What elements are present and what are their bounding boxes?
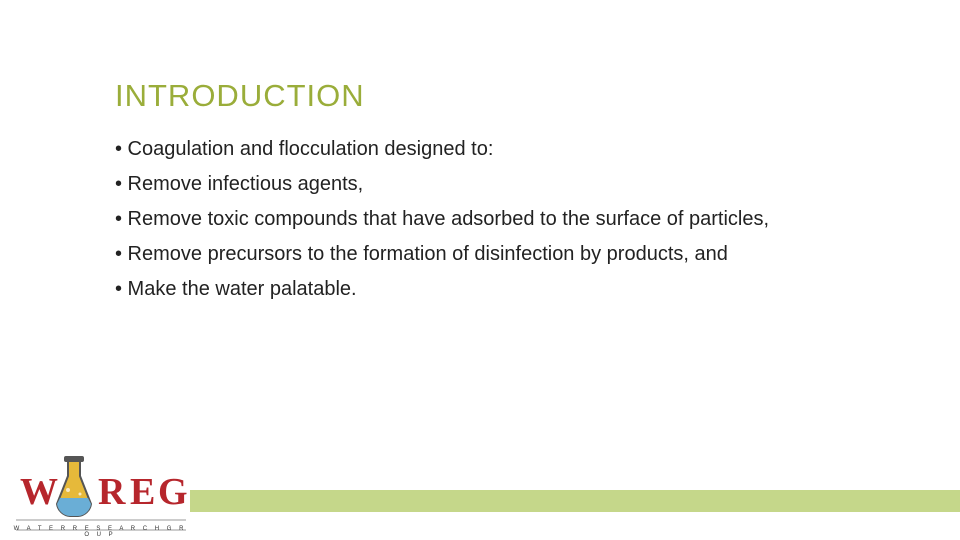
slide-title: INTRODUCTION: [115, 78, 900, 114]
flask-icon: [57, 456, 91, 516]
slide: INTRODUCTION • Coagulation and flocculat…: [0, 0, 960, 540]
logo-letter-w: W: [20, 471, 58, 513]
logo-subtitle: W A T E R R E S E A R C H G R O U P: [10, 526, 190, 538]
bullet-item: • Coagulation and flocculation designed …: [115, 134, 900, 165]
bullet-item: • Remove precursors to the formation of …: [115, 239, 900, 270]
content-area: INTRODUCTION • Coagulation and flocculat…: [115, 78, 900, 309]
logo-letter-r: R: [98, 471, 126, 513]
logo: W R E G: [10, 442, 190, 532]
bullet-item: • Make the water palatable.: [115, 274, 900, 305]
bullet-item: • Remove infectious agents,: [115, 169, 900, 200]
logo-svg: W R E G: [10, 442, 190, 532]
logo-letter-g: G: [158, 471, 188, 513]
logo-letter-e: E: [130, 471, 155, 513]
footer-bar: [190, 490, 960, 512]
bullet-item: • Remove toxic compounds that have adsor…: [115, 204, 900, 235]
